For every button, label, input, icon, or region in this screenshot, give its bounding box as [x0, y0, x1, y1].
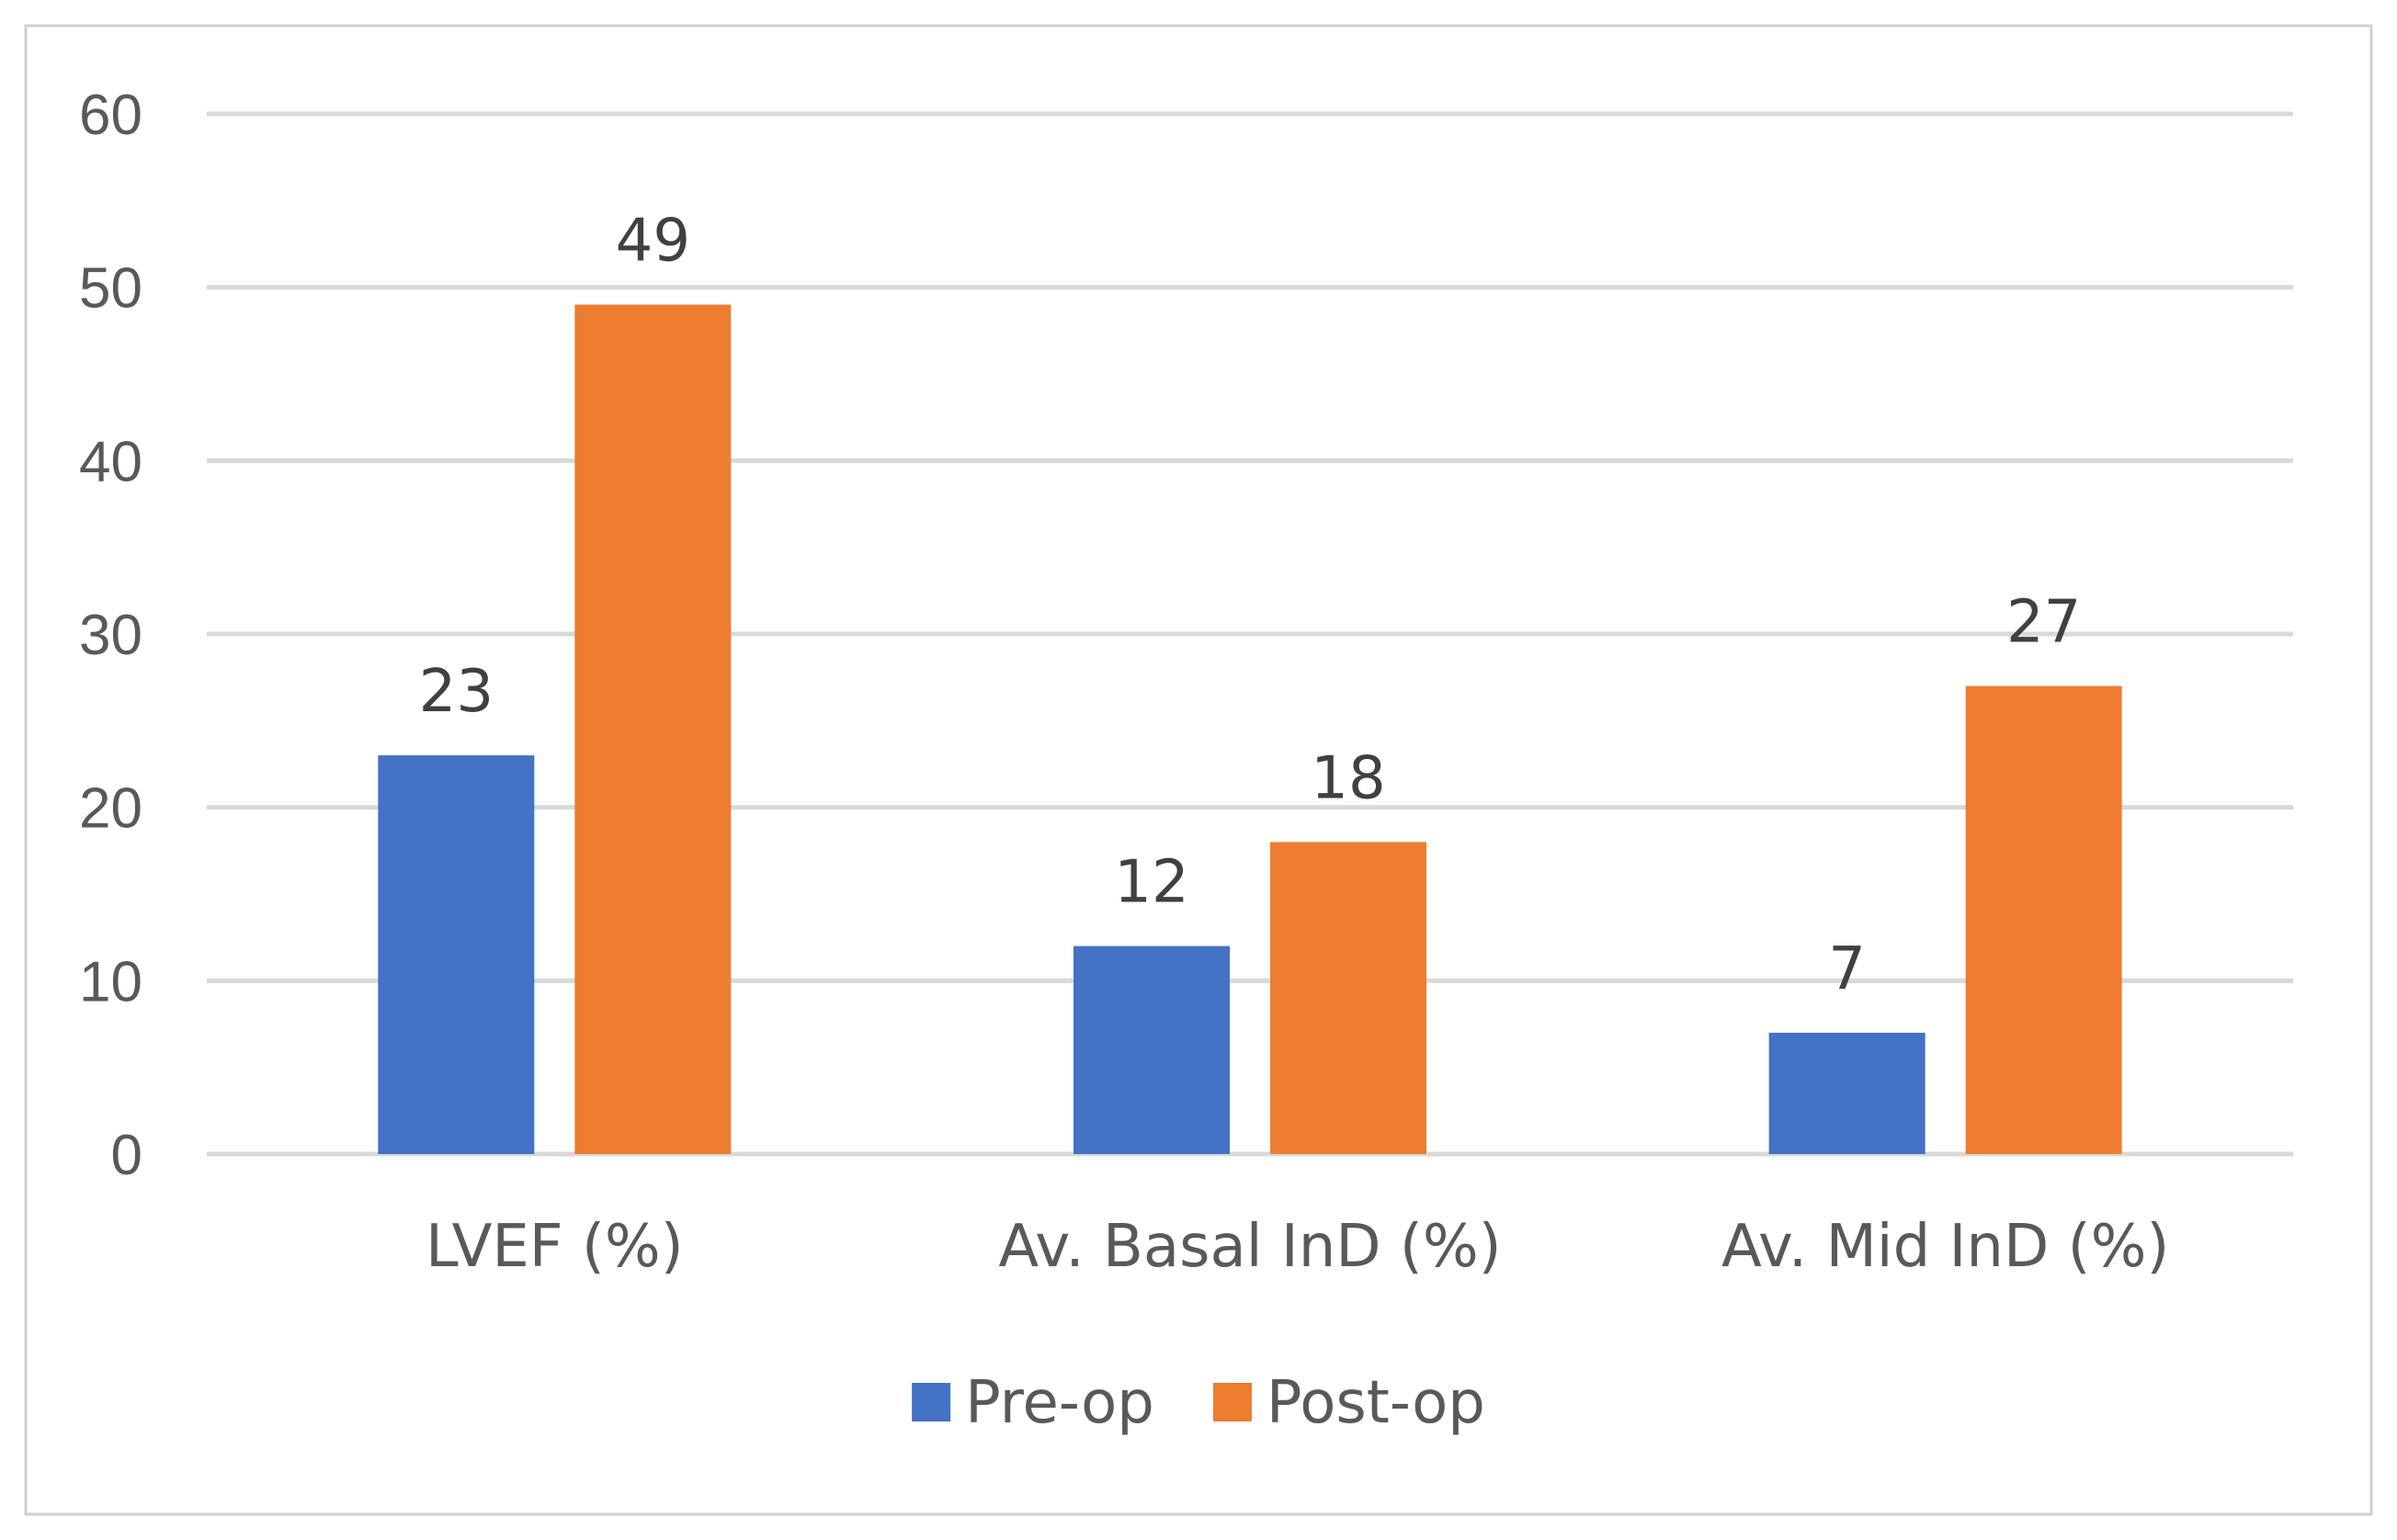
data-label: 23 — [419, 658, 494, 726]
gridlines — [207, 111, 2293, 1157]
y-tick-label: 60 — [79, 84, 142, 147]
legend: Pre-op Post-op — [912, 1369, 1485, 1437]
y-tick-label: 40 — [79, 430, 142, 493]
legend-swatch — [912, 1383, 951, 1421]
bar-pre-op-1 — [378, 755, 535, 1154]
data-label: 27 — [2006, 589, 2081, 657]
y-tick-label: 10 — [79, 950, 142, 1013]
y-tick-label: 20 — [79, 777, 142, 841]
y-axis-ticks: 0 10 20 30 40 50 60 — [79, 84, 142, 1187]
legend-label: Pre-op — [965, 1369, 1154, 1437]
bar-post-op-1 — [574, 304, 732, 1154]
data-label: 18 — [1311, 744, 1385, 812]
bar-pre-op-3 — [1768, 1032, 1926, 1154]
legend-item-pre-op: Pre-op — [912, 1369, 1154, 1437]
data-label: 7 — [1828, 935, 1866, 1003]
bar-post-op-2 — [1270, 842, 1426, 1154]
bar-post-op-3 — [1965, 685, 2122, 1154]
category-label: Av. Basal InD (%) — [998, 1213, 1501, 1281]
category-label: Av. Mid InD (%) — [1721, 1213, 2169, 1281]
y-tick-label: 30 — [79, 604, 142, 667]
bars — [378, 304, 2122, 1154]
x-axis-categories: LVEF (%) Av. Basal InD (%) Av. Mid InD (%) — [426, 1213, 2169, 1281]
y-tick-label: 50 — [79, 257, 142, 321]
y-tick-label: 0 — [111, 1124, 142, 1187]
data-labels: 23 49 12 18 7 27 — [419, 208, 2082, 1003]
bar-pre-op-2 — [1074, 946, 1230, 1154]
legend-label: Post-op — [1267, 1369, 1485, 1437]
data-label: 49 — [616, 208, 690, 276]
legend-swatch — [1212, 1383, 1252, 1421]
legend-item-post-op: Post-op — [1212, 1369, 1485, 1437]
category-label: LVEF (%) — [426, 1213, 684, 1281]
data-label: 12 — [1114, 849, 1188, 917]
